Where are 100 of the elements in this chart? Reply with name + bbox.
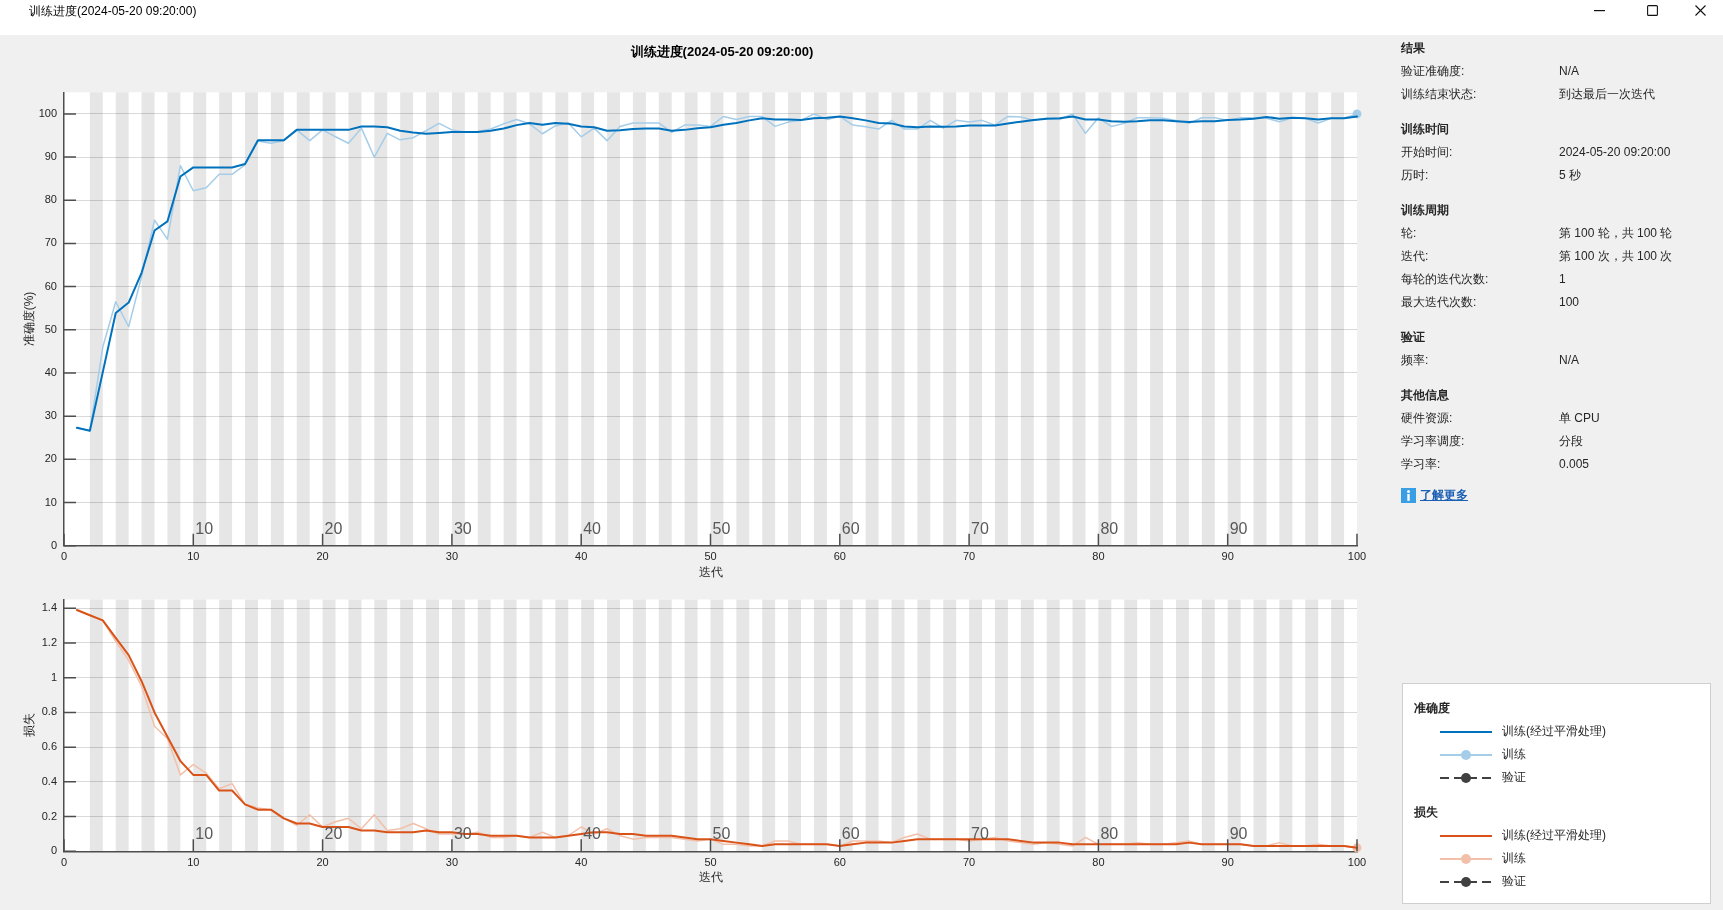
y-tick-label: 0.6 [41, 740, 57, 753]
text: 100 [1559, 293, 1580, 311]
y-tick-label: 100 [38, 106, 57, 119]
y-tick-label: 1.2 [41, 636, 57, 649]
x-tick-label: 10 [187, 550, 200, 563]
text: 了解更多 [1420, 486, 1468, 504]
text: 训练结束状态: [1401, 86, 1477, 101]
x-tick-label: 10 [187, 855, 200, 868]
text: 0.005 [1559, 455, 1590, 473]
text: 学习率调度: [1401, 433, 1465, 448]
x-tick-label: 100 [1347, 855, 1367, 868]
y-axis-title: 准确度(%) [22, 291, 37, 347]
text: 验证准确度: [1401, 63, 1465, 78]
y-tick-label: 10 [44, 495, 57, 508]
x-tick-label: 70 [962, 550, 976, 563]
x-tick-label: 80 [1092, 550, 1105, 563]
x-axis-title: 迭代 [698, 564, 723, 579]
text: 轮: [1401, 225, 1417, 240]
text: 每轮的迭代次数: [1401, 271, 1489, 286]
y-tick-label: 70 [44, 236, 57, 249]
text: 结果 [1401, 40, 1425, 55]
x-tick-label: 0 [60, 550, 68, 563]
text: 频率: [1401, 352, 1429, 367]
text: 最大迭代次数: [1401, 294, 1477, 309]
text: 到达最后一次迭代 [1559, 85, 1655, 103]
text: 历时: [1401, 167, 1429, 182]
annotation: 10 [195, 825, 214, 843]
y-tick-label: 40 [44, 366, 57, 379]
text: 1 [1559, 270, 1566, 288]
text: 第 100 轮，共 100 轮 [1559, 224, 1673, 242]
y-tick-label: 1.4 [41, 601, 57, 614]
annotation: 80 [1100, 519, 1119, 537]
y-tick-label: 30 [44, 409, 57, 422]
text: 训练进度(2024-05-20 09:20:00) [29, 3, 197, 19]
x-tick-label: 60 [833, 550, 846, 563]
annotation: 20 [324, 825, 343, 843]
x-tick-label: 50 [704, 855, 717, 868]
chart-title: 训练进度(2024-05-20 09:20:00) [630, 44, 814, 59]
y-tick-label: 0.2 [41, 809, 57, 822]
legend-label: 验证 [1502, 769, 1526, 786]
text: 训练时间 [1401, 121, 1449, 136]
annotation: 60 [841, 519, 860, 537]
x-tick-label: 0 [60, 855, 68, 868]
x-tick-label: 50 [704, 550, 717, 563]
x-tick-label: 20 [316, 855, 329, 868]
y-tick-label: 0.8 [41, 705, 57, 718]
text: 其他信息 [1401, 387, 1449, 402]
x-tick-label: 40 [575, 550, 588, 563]
y-tick-label: 90 [44, 150, 57, 163]
legend-label: 训练(经过平滑处理) [1502, 723, 1606, 740]
annotation: 50 [712, 519, 731, 537]
y-axis-title: 损失 [22, 713, 37, 738]
legend-label: 训练(经过平滑处理) [1502, 827, 1606, 844]
annotation: 60 [841, 825, 860, 843]
y-tick-label: 1 [50, 670, 57, 683]
y-tick-label: 50 [44, 322, 57, 335]
annotation: 50 [712, 825, 731, 843]
text: 训练周期 [1401, 202, 1449, 217]
x-tick-label: 100 [1347, 550, 1367, 563]
annotation: 10 [195, 519, 214, 537]
text: 2024-05-20 09:20:00 [1559, 143, 1671, 161]
x-tick-label: 90 [1221, 550, 1234, 563]
annotation: 40 [583, 519, 602, 537]
x-tick-label: 30 [445, 550, 459, 563]
annotation: 20 [324, 519, 343, 537]
x-tick-label: 90 [1221, 855, 1234, 868]
y-tick-label: 80 [44, 193, 57, 206]
x-axis-title: 迭代 [698, 870, 723, 885]
text: 第 100 次，共 100 次 [1559, 247, 1673, 265]
text: 硬件资源: [1401, 410, 1453, 425]
annotation: 90 [1229, 825, 1248, 843]
x-tick-label: 70 [962, 855, 976, 868]
annotation: 80 [1100, 825, 1119, 843]
legend-label: 验证 [1502, 873, 1526, 890]
x-tick-label: 20 [316, 550, 329, 563]
legend-label: 训练 [1502, 850, 1526, 867]
x-tick-label: 80 [1092, 855, 1105, 868]
text: 验证 [1401, 329, 1425, 344]
text: N/A [1559, 62, 1580, 80]
x-tick-label: 60 [833, 855, 846, 868]
legend-label: 训练 [1502, 746, 1526, 763]
annotation: 90 [1229, 519, 1248, 537]
text: 分段 [1559, 432, 1583, 450]
y-tick-label: 0 [50, 538, 57, 551]
annotation: 30 [453, 519, 472, 537]
text: 5 秒 [1559, 166, 1582, 184]
text: 开始时间: [1401, 144, 1453, 159]
y-tick-label: 0.4 [41, 774, 57, 787]
y-tick-label: 60 [44, 279, 57, 292]
x-tick-label: 40 [575, 855, 588, 868]
y-tick-label: 0 [50, 844, 57, 857]
text: 迭代: [1401, 248, 1429, 263]
x-tick-label: 30 [445, 855, 459, 868]
text: 单 CPU [1559, 409, 1600, 427]
text: N/A [1559, 351, 1580, 369]
legend-title: 损失 [1414, 805, 1438, 819]
y-tick-label: 20 [44, 452, 57, 465]
legend-title: 准确度 [1414, 701, 1450, 715]
annotation: 70 [971, 519, 989, 537]
text: 学习率: [1401, 456, 1441, 471]
